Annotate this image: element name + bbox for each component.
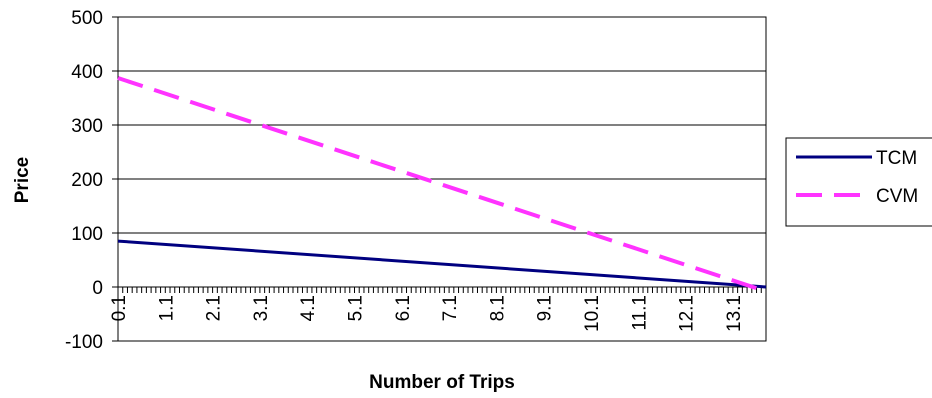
x-tick-label: 4.1	[298, 295, 319, 321]
x-tick-label: 13.1	[724, 295, 745, 332]
series-line-cvm	[117, 76, 767, 294]
x-tick-label: 6.1	[393, 295, 414, 321]
y-tick-label: 200	[71, 170, 103, 191]
y-tick-label: -100	[65, 332, 103, 353]
y-axis-title: Price	[12, 157, 33, 203]
legend-label-tcm: TCM	[876, 148, 917, 169]
y-tick-label: 0	[92, 278, 103, 299]
x-tick-label: 9.1	[535, 295, 556, 321]
x-tick-label: 7.1	[440, 295, 461, 321]
x-axis-tick-labels: 0.1 1.1 2.1 3.1 4.1 5.1 6.1 7.1 8.1 9.1 10.1 11.1 12…	[109, 295, 745, 332]
y-tick-label: 300	[71, 116, 103, 137]
series-layer	[117, 76, 767, 294]
x-tick-label: 3.1	[251, 295, 272, 321]
legend: TCM CVM	[785, 137, 932, 227]
x-tick-label: 8.1	[487, 295, 508, 321]
x-tick-label: 2.1	[204, 295, 225, 321]
legend-box	[785, 137, 932, 227]
x-tick-label: 10.1	[582, 295, 603, 332]
legend-label-cvm: CVM	[876, 186, 918, 207]
x-axis	[117, 286, 767, 293]
y-tick-label: 500	[71, 8, 103, 29]
x-tick-label: 5.1	[345, 295, 366, 321]
y-tick-label: 400	[71, 62, 103, 83]
gridlines	[118, 16, 766, 342]
x-tick-label: 0.1	[109, 295, 130, 321]
x-tick-label: 11.1	[629, 295, 650, 331]
y-tick-label: 100	[71, 224, 103, 245]
series-line-tcm	[117, 239, 767, 289]
x-tick-label: 12.1	[677, 295, 698, 332]
x-tick-label: 1.1	[156, 295, 177, 321]
y-axis-ticks: 500 400 300 200 100 0 -100	[65, 8, 118, 353]
x-axis-title: Number of Trips	[369, 372, 515, 393]
